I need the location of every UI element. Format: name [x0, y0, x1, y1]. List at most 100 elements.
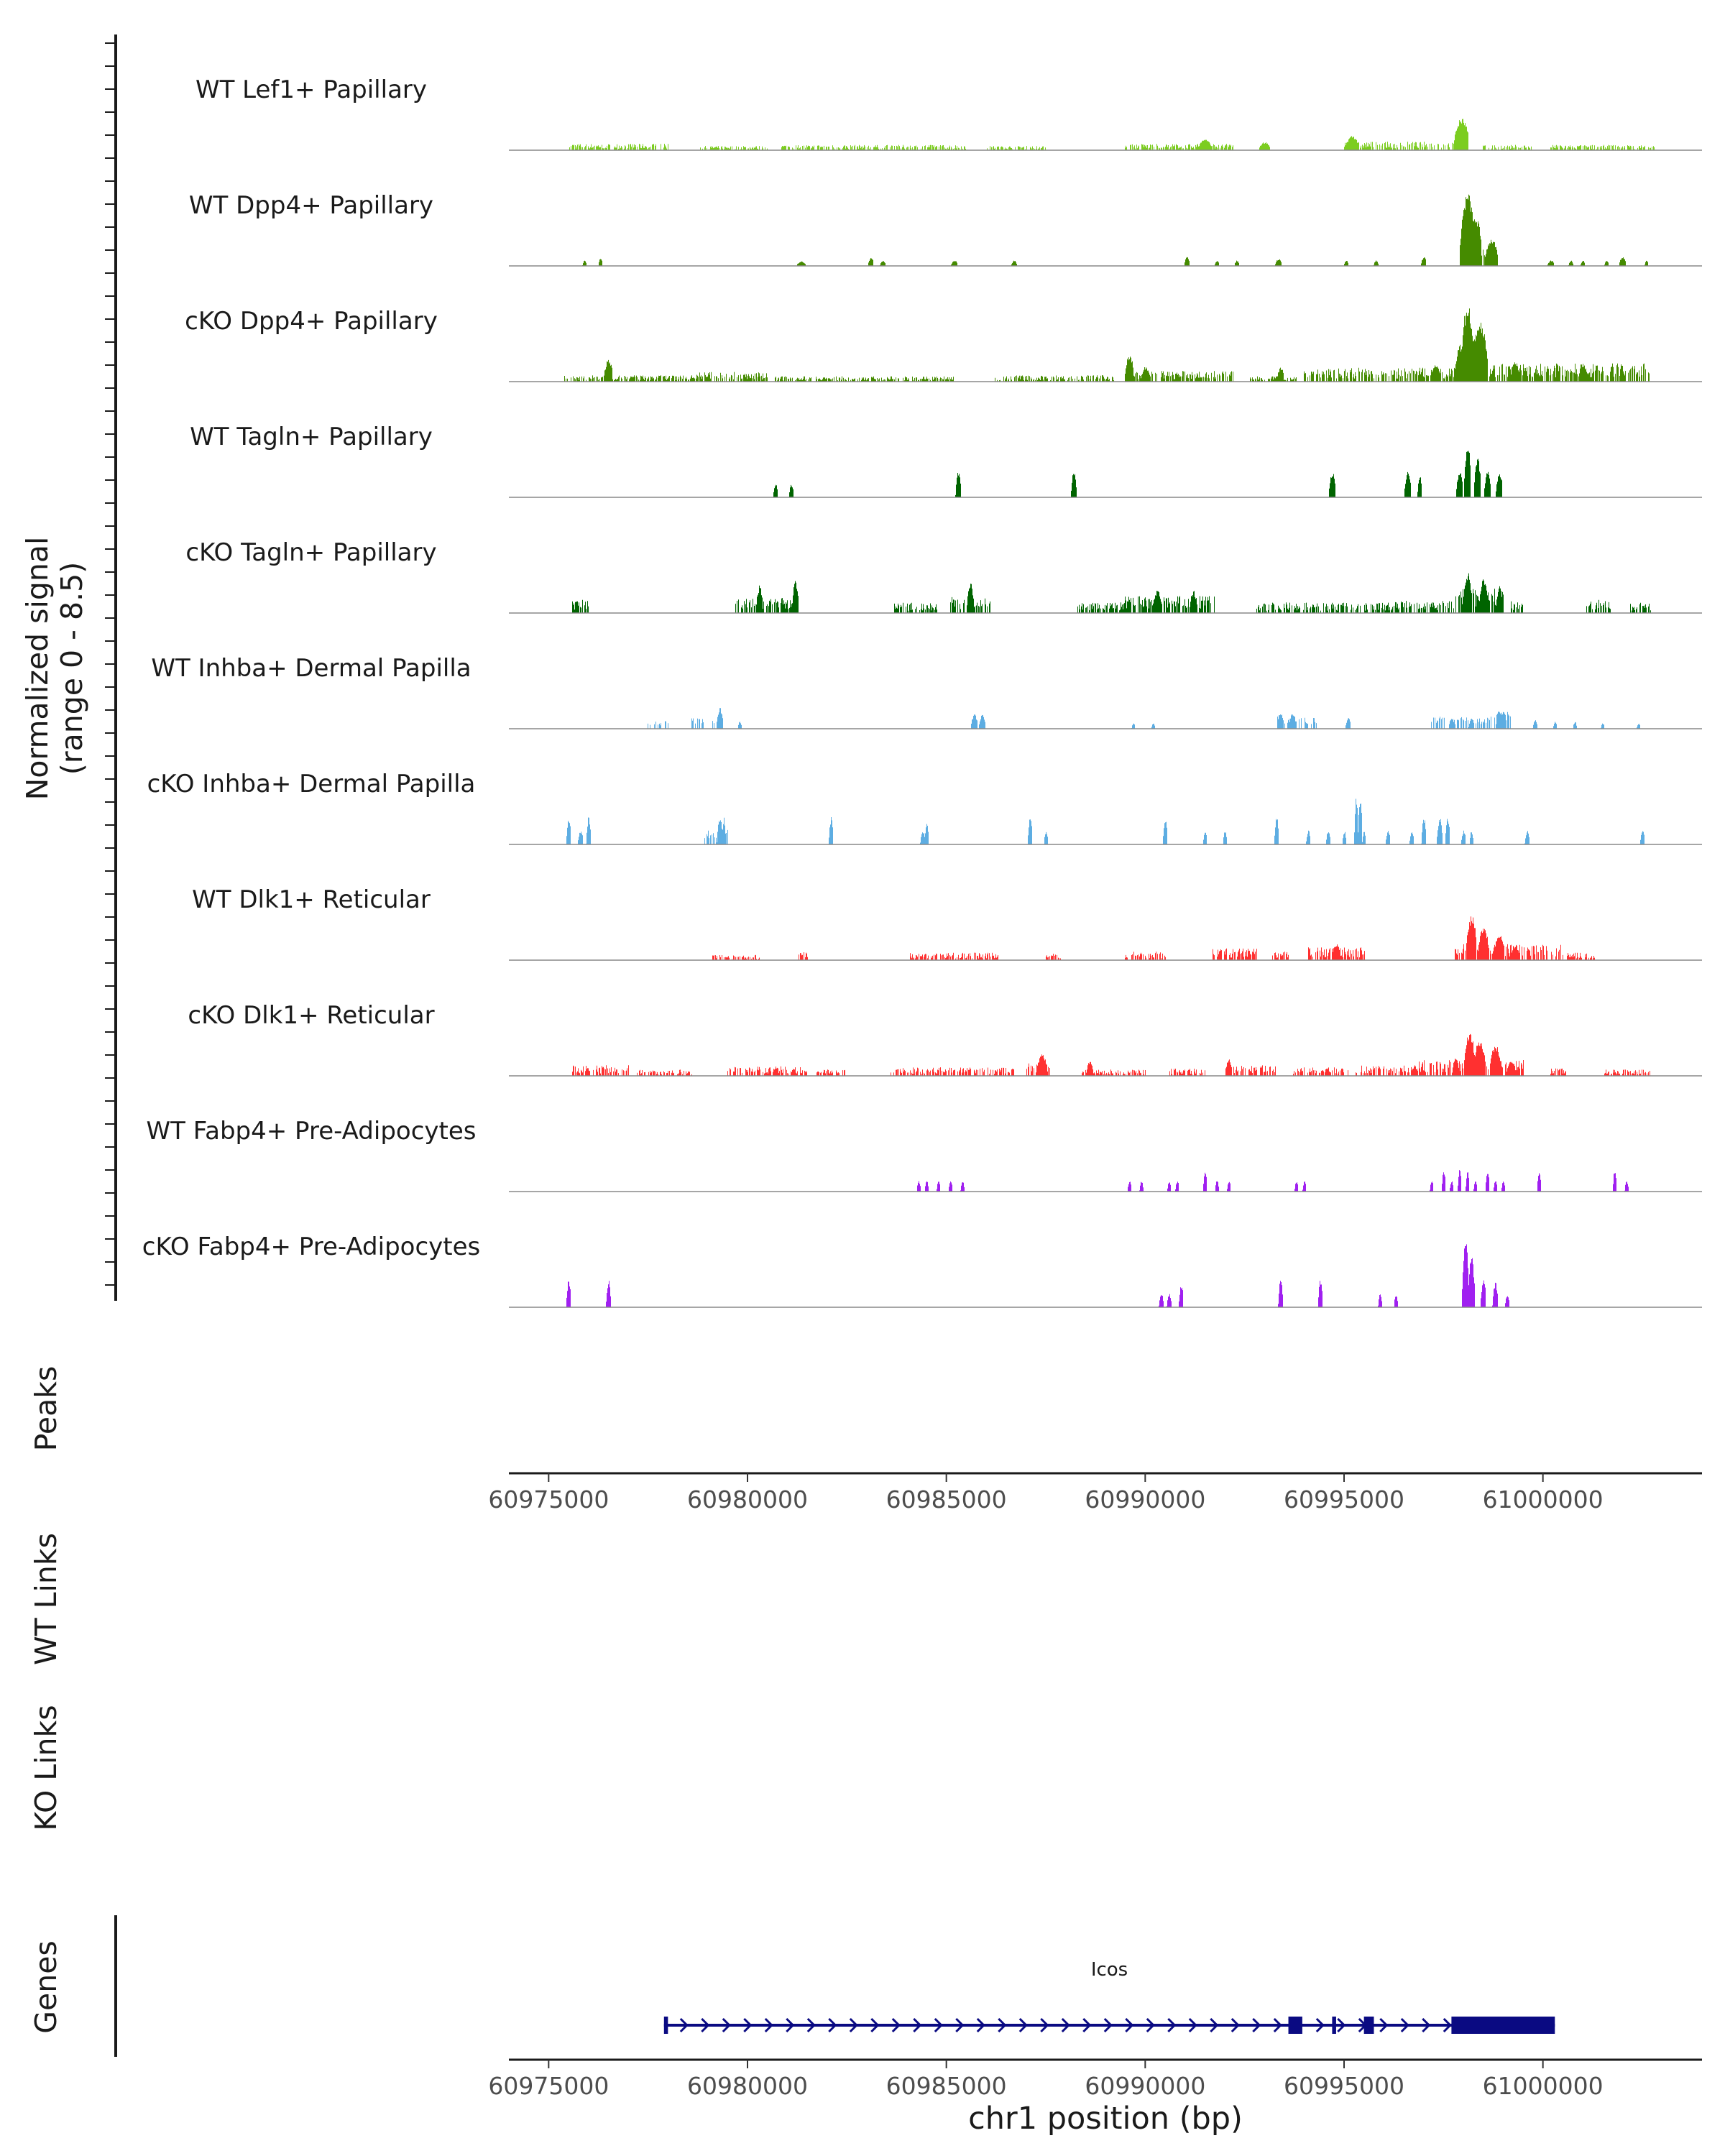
- track-5: WT Inhba+ Dermal Papilla: [151, 654, 1702, 729]
- x-axis-title: chr1 position (bp): [968, 2101, 1243, 2137]
- track-6: cKO Inhba+ Dermal Papilla: [147, 770, 1702, 845]
- track-label: WT Dlk1+ Reticular: [192, 885, 431, 914]
- strand-arrow: [722, 2017, 731, 2033]
- track-label: cKO Dpp4+ Papillary: [185, 307, 438, 336]
- x-axis-bottom-tick-label: 60980000: [687, 2072, 808, 2100]
- x-axis-bottom: 60975000 60980000 60985000 60990000 60995000…: [488, 2060, 1604, 2100]
- track-4: cKO Tagln+ Papillary: [185, 538, 1702, 614]
- x-axis-top-tick-label: 60995000: [1284, 1485, 1404, 1514]
- gene-exon: [1332, 2017, 1336, 2034]
- strand-arrow: [1167, 2017, 1177, 2033]
- signal-axis-ticks: [105, 42, 116, 1286]
- strand-arrow: [976, 2017, 985, 2033]
- x-axis-bottom-tick-label: 60995000: [1284, 2072, 1404, 2100]
- track-label: cKO Fabp4+ Pre-Adipocytes: [142, 1233, 481, 1261]
- coverage-area: [566, 798, 1644, 844]
- signal-axis-label: Normalized signal (range 0 - 8.5): [20, 537, 89, 801]
- strand-arrow: [934, 2017, 943, 2033]
- strand-arrow: [1422, 2017, 1431, 2033]
- coverage-area: [564, 308, 1650, 382]
- strand-arrow: [1315, 2017, 1325, 2033]
- strand-arrow: [786, 2017, 795, 2033]
- peaks-track-label: Peaks: [29, 1366, 63, 1452]
- x-axis-bottom-tick-label: 60975000: [488, 2072, 609, 2100]
- track-label: cKO Dlk1+ Reticular: [188, 1001, 434, 1030]
- x-axis-bottom-tick-label: 60990000: [1085, 2072, 1205, 2100]
- coverage-area: [712, 916, 1595, 960]
- strand-arrow: [849, 2017, 858, 2033]
- track-9: WT Fabp4+ Pre-Adipocytes: [147, 1117, 1702, 1192]
- strand-arrow: [1379, 2017, 1389, 2033]
- strand-arrow: [1210, 2017, 1219, 2033]
- signal-axis-label-line2: (range 0 - 8.5): [55, 562, 89, 775]
- genes-track-label: Genes: [29, 1940, 63, 2034]
- strand-arrow: [1018, 2017, 1028, 2033]
- gene-exon: [663, 2017, 668, 2034]
- strand-arrow: [743, 2017, 753, 2033]
- strand-arrow: [679, 2017, 689, 2033]
- strand-arrow: [1400, 2017, 1409, 2033]
- coverage-area: [916, 1170, 1629, 1192]
- x-axis-top: 60975000 60980000 60985000 60990000 60995000…: [488, 1473, 1604, 1514]
- strand-arrow: [913, 2017, 922, 2033]
- strand-arrow: [1146, 2017, 1155, 2033]
- x-axis-top-tick-label: 60980000: [687, 1485, 808, 1514]
- gene-exon: [1363, 2017, 1374, 2034]
- strand-arrow: [1040, 2017, 1049, 2033]
- track-label: WT Tagln+ Papillary: [190, 423, 433, 451]
- coverage-area: [582, 194, 1648, 266]
- track-7: WT Dlk1+ Reticular: [192, 885, 1702, 961]
- x-axis-top-tick-label: 60985000: [886, 1485, 1007, 1514]
- strand-arrow: [955, 2017, 965, 2033]
- coverage-area: [773, 451, 1502, 497]
- strand-arrow: [806, 2017, 816, 2033]
- track-label: cKO Tagln+ Papillary: [185, 538, 436, 567]
- coverage-tracks: WT Lef1+ Papillary WT Dpp4+ Papillary cKO …: [142, 75, 1702, 1308]
- strand-arrow: [1337, 2017, 1346, 2033]
- strand-arrow: [1061, 2017, 1070, 2033]
- track-8: cKO Dlk1+ Reticular: [188, 1001, 1702, 1077]
- strand-arrow: [828, 2017, 837, 2033]
- coverage-area: [566, 1244, 1509, 1307]
- track-3: WT Tagln+ Papillary: [190, 423, 1702, 498]
- x-axis-top-tick-label: 61000000: [1483, 1485, 1604, 1514]
- gene-exon: [1288, 2017, 1302, 2034]
- strand-arrow: [891, 2017, 901, 2033]
- x-axis-bottom-tick-label: 61000000: [1483, 2072, 1604, 2100]
- strand-arrow: [1125, 2017, 1134, 2033]
- strand-arrow: [1188, 2017, 1197, 2033]
- strand-arrow: [1273, 2017, 1282, 2033]
- coverage-area: [648, 708, 1640, 729]
- strand-arrow: [701, 2017, 710, 2033]
- gene-exon: [1451, 2017, 1555, 2034]
- track-label: WT Inhba+ Dermal Papilla: [151, 654, 471, 683]
- signal-axis-label-line1: Normalized signal: [20, 537, 55, 801]
- x-axis-top-tick-label: 60990000: [1085, 1485, 1205, 1514]
- gene-track: Icos: [663, 1959, 1555, 2034]
- coverage-area: [569, 119, 1655, 150]
- strand-arrow: [1443, 2017, 1452, 2033]
- track-label: cKO Inhba+ Dermal Papilla: [147, 770, 476, 798]
- gene-label: Icos: [1091, 1959, 1128, 1981]
- track-1: WT Dpp4+ Papillary: [189, 191, 1702, 267]
- track-label: WT Dpp4+ Papillary: [189, 191, 433, 220]
- track-label: WT Fabp4+ Pre-Adipocytes: [147, 1117, 477, 1146]
- x-axis-top-tick-label: 60975000: [488, 1485, 609, 1514]
- track-label: WT Lef1+ Papillary: [196, 75, 427, 104]
- strand-arrow: [1252, 2017, 1261, 2033]
- strand-arrow: [764, 2017, 773, 2033]
- x-axis-bottom-tick-label: 60985000: [886, 2072, 1007, 2100]
- ko-links-track-label: KO Links: [29, 1705, 63, 1830]
- track-2: cKO Dpp4+ Papillary: [185, 307, 1702, 382]
- strand-arrow: [1230, 2017, 1240, 2033]
- coverage-area: [572, 573, 1651, 613]
- wt-links-track-label: WT Links: [29, 1533, 63, 1665]
- strand-arrow: [1103, 2017, 1113, 2033]
- strand-arrow: [998, 2017, 1007, 2033]
- track-0: WT Lef1+ Papillary: [196, 75, 1702, 151]
- coverage-area: [572, 1033, 1650, 1076]
- strand-arrow: [1082, 2017, 1092, 2033]
- strand-arrow: [870, 2017, 880, 2033]
- track-10: cKO Fabp4+ Pre-Adipocytes: [142, 1233, 1702, 1308]
